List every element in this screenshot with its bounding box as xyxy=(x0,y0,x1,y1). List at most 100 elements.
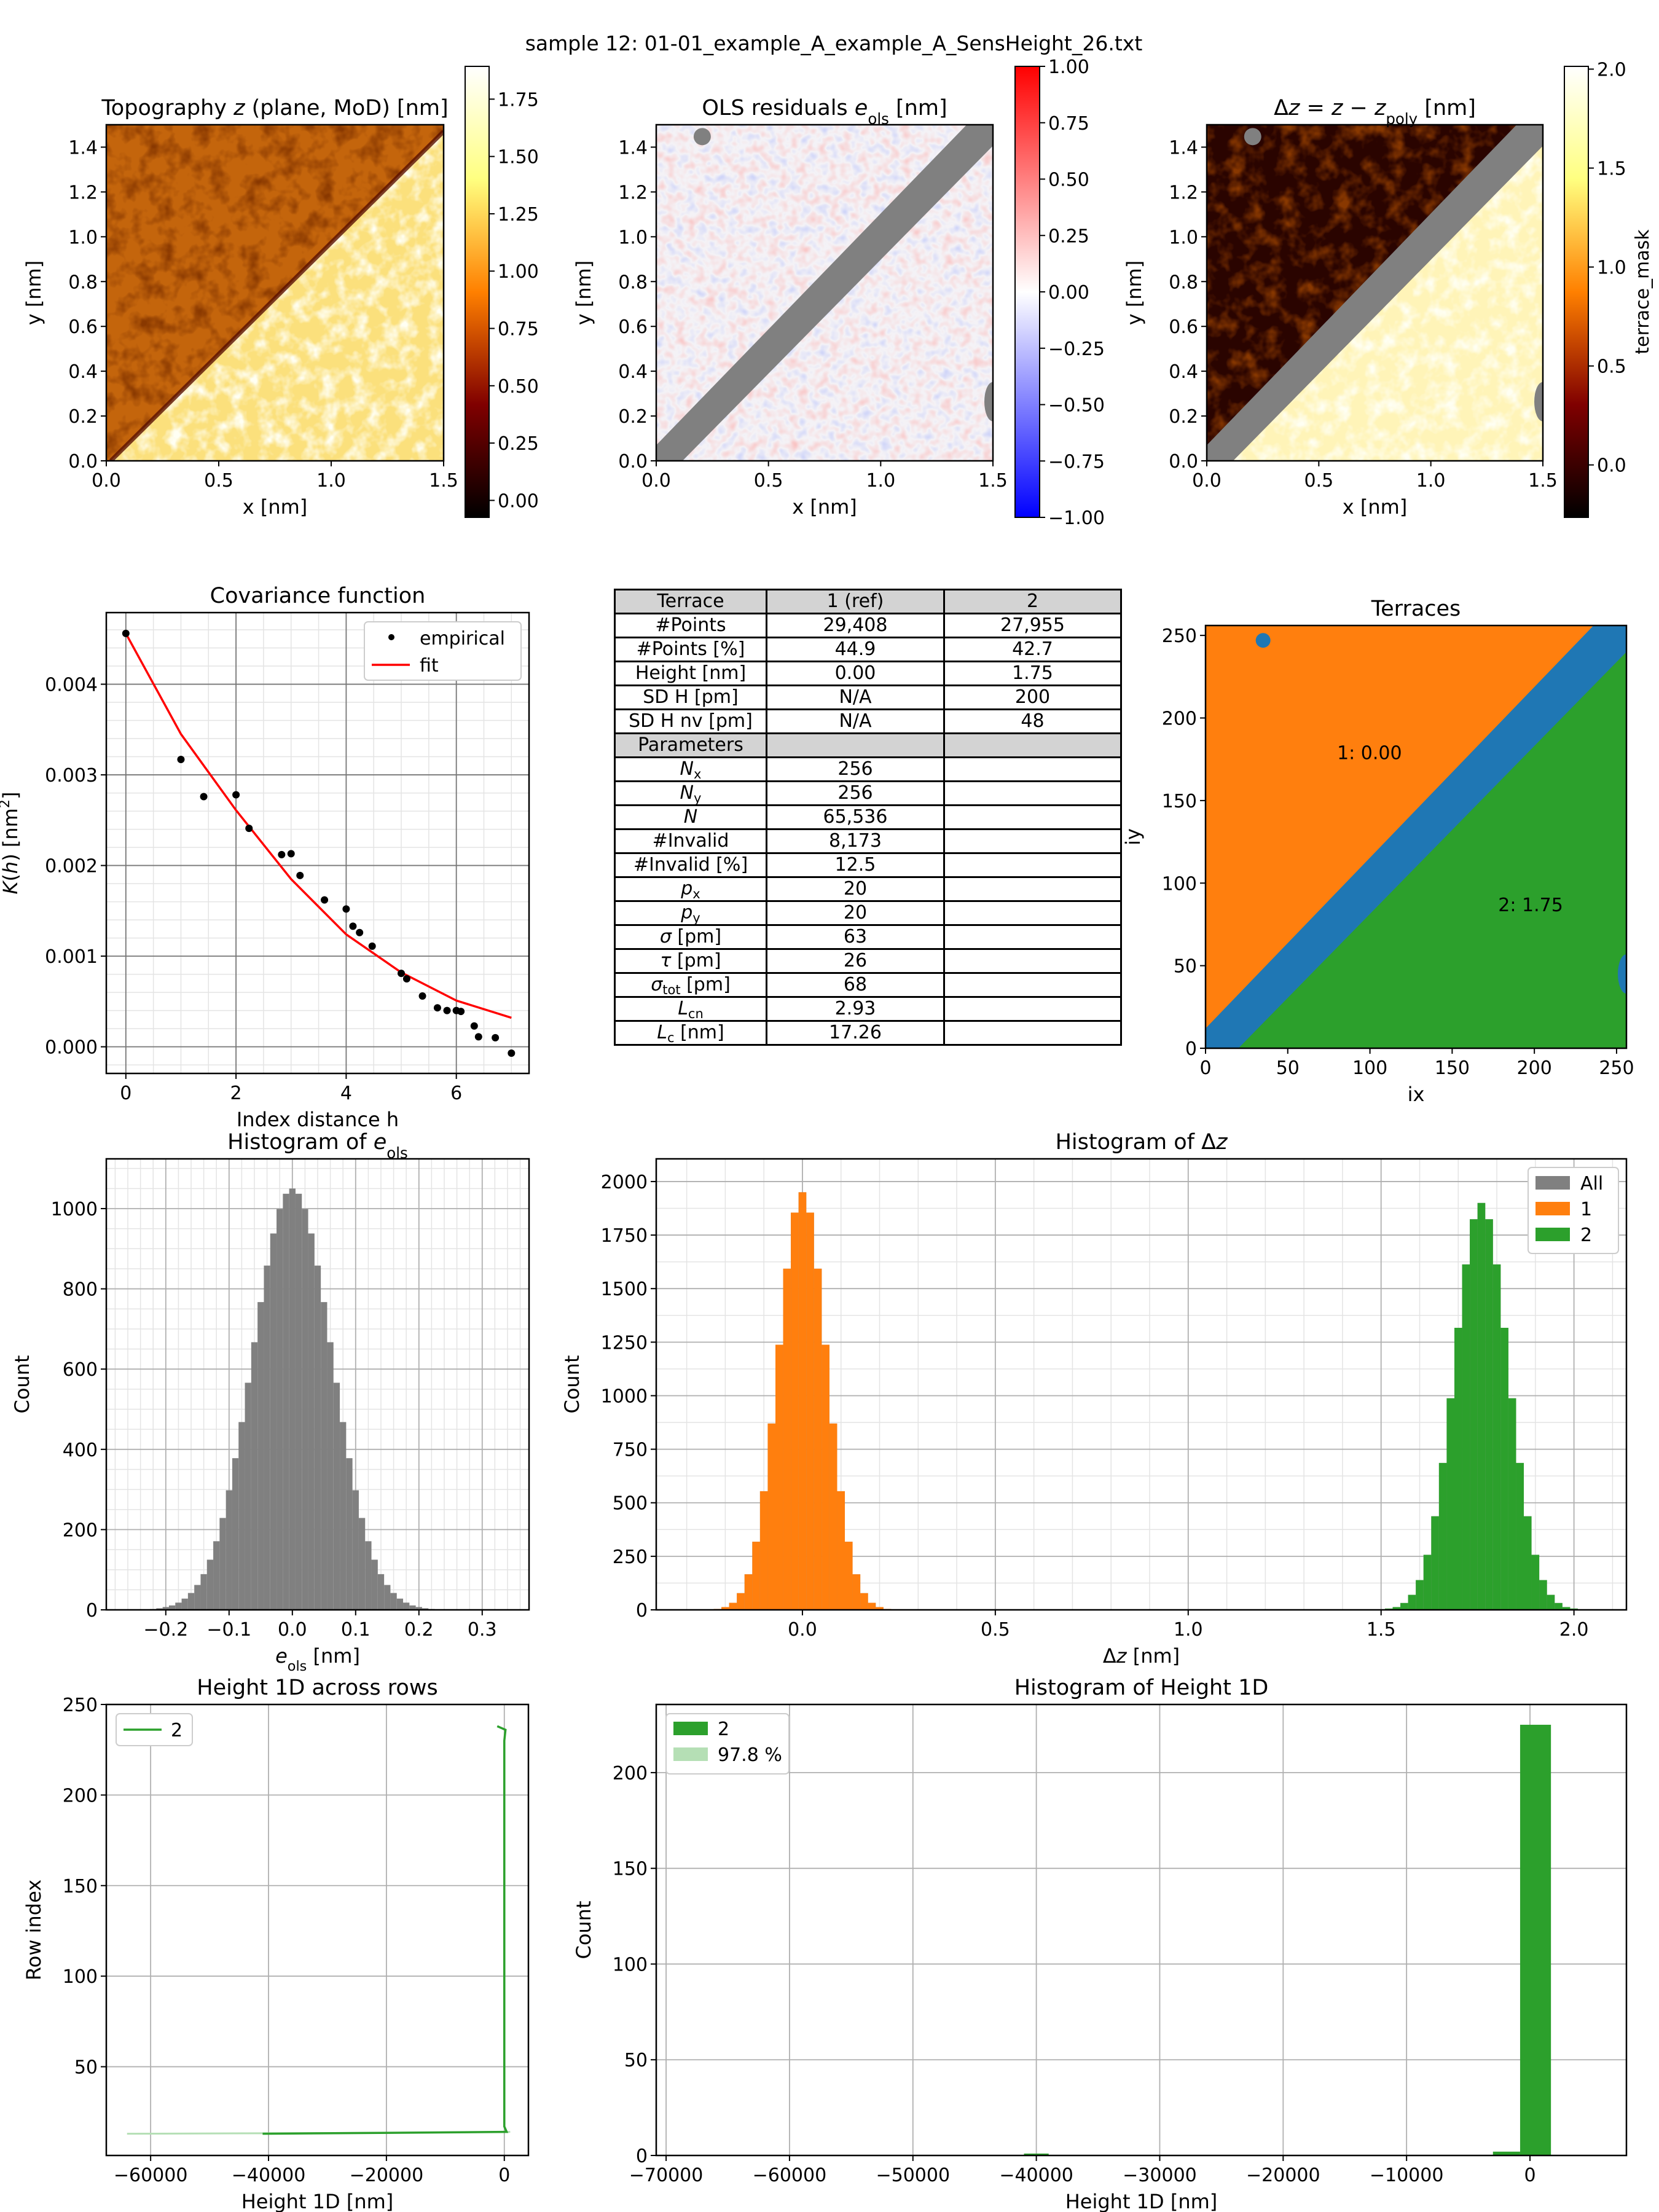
label-symbol: #Invalid [%] xyxy=(633,854,748,876)
x-tick-label: 1.0 xyxy=(866,470,895,492)
hist-eols-chart: −0.2 −0.1 0.0 0.1 0.2 0.302004006008001000eol… xyxy=(10,1130,530,1674)
plot-area: 1: 0.00 2: 1.75 xyxy=(1206,626,1626,1048)
table-cell: 17.26 xyxy=(766,1020,945,1046)
x-tick-label: −0.1 xyxy=(206,1619,251,1641)
histogram-bar xyxy=(289,1188,296,1610)
x-axis-label: eols [nm] xyxy=(275,1644,360,1674)
histogram-bar xyxy=(308,1233,315,1610)
axes-frame xyxy=(105,1703,530,2157)
table-cell: 48 xyxy=(943,708,1122,734)
text-part: [nm] xyxy=(1418,96,1476,120)
y-axis-label: y [nm] xyxy=(22,261,45,326)
text-part: z xyxy=(1215,1130,1228,1155)
y-tick-label: 0.8 xyxy=(68,272,98,293)
y-tick-label: 1250 xyxy=(601,1332,648,1354)
text-part: e xyxy=(374,1130,387,1155)
empirical-point xyxy=(418,992,426,1000)
colorbar-tick-label: 1.00 xyxy=(1048,57,1089,78)
grid xyxy=(106,1704,528,2155)
section-label: Parameters xyxy=(614,732,767,758)
text-part: [nm] xyxy=(1127,1644,1180,1668)
empirical-point xyxy=(508,1049,516,1057)
terraces-chart: 1: 0.00 2: 1.75 0 50 100 150 200 250 0 50 100 150 20… xyxy=(1121,597,1634,1106)
text-part: (plane, MoD) [nm] xyxy=(245,96,449,120)
histogram-bar xyxy=(340,1422,347,1610)
x-tick-label: 0.5 xyxy=(204,470,233,492)
colorbar-tick-label: 0.25 xyxy=(1048,226,1089,247)
table-cell: 27,955 xyxy=(943,613,1122,638)
x-tick-label: 2.0 xyxy=(1559,1619,1589,1641)
table-row: σtot [pm] 68 xyxy=(614,972,1122,998)
text-part: z xyxy=(1374,96,1386,120)
y-tick-label: 250 xyxy=(613,1547,648,1568)
text-part: z xyxy=(1116,1644,1128,1668)
table-row: Nx 256 xyxy=(614,756,1122,782)
row-label: #Points [%] xyxy=(614,637,767,662)
histogram-bar xyxy=(219,1518,226,1610)
histogram-bar xyxy=(314,1265,321,1610)
plot-area xyxy=(122,629,516,1057)
y-tick-label: 1.2 xyxy=(1169,182,1198,203)
table-cell: 2.93 xyxy=(766,996,945,1022)
colorbar-tick-label: 0.00 xyxy=(1048,282,1089,304)
hist-height1d-chart: −70000 −60000 −50000 −40000 −30000 −20000 −100… xyxy=(572,1676,1628,2212)
table-row: #Points 29,408 27,955 xyxy=(614,613,1122,638)
table-row: τ [pm] 26 xyxy=(614,948,1122,974)
table-cell xyxy=(943,828,1122,854)
colorbar-label: terrace_mask xyxy=(1632,229,1653,355)
y-axis-label: K(h) [nm2] xyxy=(0,791,22,894)
plot-area xyxy=(137,1188,485,1610)
dz-map-chart: 0.0 0.5 1.0 1.5 0.0 0.2 0.4 0.6 0.8 1.0 1.2 1.4 x [n… xyxy=(1123,96,1558,519)
x-tick-label: −50000 xyxy=(876,2165,950,2186)
legend-label: 1 xyxy=(1580,1199,1592,1220)
empirical-point xyxy=(200,793,208,801)
y-tick-label: 1.0 xyxy=(1169,227,1198,248)
y-tick-label: 100 xyxy=(1162,873,1197,895)
histogram-bar-1 xyxy=(729,1602,737,1610)
table-cell xyxy=(943,780,1122,806)
histogram-bar xyxy=(194,1585,201,1610)
table-cell: 0.00 xyxy=(766,661,945,686)
table-row: Lc [nm] 17.26 xyxy=(614,1020,1122,1046)
label-subscript: x xyxy=(694,767,702,782)
colorbar-tick-label: 1.50 xyxy=(498,147,539,168)
histogram-bar xyxy=(187,1593,195,1610)
empirical-point xyxy=(278,850,286,858)
plot-area xyxy=(705,1192,1578,1610)
empirical-point xyxy=(122,629,130,637)
x-tick-label: 0.0 xyxy=(92,470,121,492)
text-part: 2 xyxy=(0,799,13,808)
table-row: Ny 256 xyxy=(614,780,1122,806)
table-cell: 63 xyxy=(766,924,945,950)
table-header-row: Terrace 1 (ref) 2 xyxy=(614,589,1122,614)
covariance-chart: 0 2 4 6 0.000 0.001 0.002 0.003 0.004 Index dista… xyxy=(0,584,530,1131)
empirical-point xyxy=(492,1033,500,1041)
colorbar-tick-label: −0.50 xyxy=(1048,395,1105,417)
histogram-bar xyxy=(396,1598,404,1610)
x-tick-label: 0.0 xyxy=(788,1619,817,1641)
histogram-bar xyxy=(384,1585,391,1610)
text-part: ) [nm xyxy=(0,808,22,861)
histogram-bar-2 xyxy=(1400,1602,1408,1610)
y-tick-label: 100 xyxy=(613,1954,648,1975)
axes-frame xyxy=(655,124,994,462)
terrace-annotation: 1: 0.00 xyxy=(1337,743,1402,764)
histogram-bar-2 xyxy=(1485,1219,1493,1610)
empirical-point xyxy=(457,1008,465,1016)
histogram-bar xyxy=(365,1541,372,1610)
empirical-point xyxy=(433,1004,441,1012)
empirical-point xyxy=(287,850,295,858)
chart-title: Terraces xyxy=(1371,597,1461,621)
histogram-bar-2 xyxy=(1416,1580,1424,1610)
text-part: Δ xyxy=(1274,96,1288,120)
x-axis-label: Index distance h xyxy=(237,1108,399,1131)
label-symbol: N xyxy=(683,806,698,828)
table-row: Lcn 2.93 xyxy=(614,996,1122,1022)
colorbar-tick-label: 1.00 xyxy=(498,261,539,283)
label-symbol: L xyxy=(678,998,688,1019)
label-unit: [nm] xyxy=(674,1022,724,1043)
histogram-bar xyxy=(226,1490,232,1610)
text-part: [nm] xyxy=(889,96,947,120)
label-symbol: #Invalid xyxy=(652,830,729,852)
terrace-1-region xyxy=(1206,626,1594,1029)
